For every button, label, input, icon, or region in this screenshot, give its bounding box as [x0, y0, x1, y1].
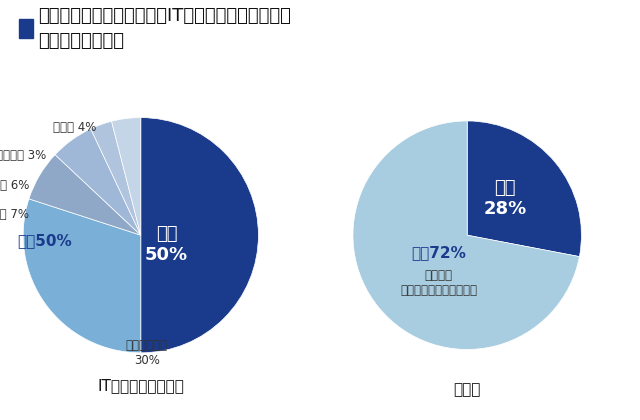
Text: その他 4%: その他 4%: [52, 121, 96, 134]
Text: ビジネス系講座 6%: ビジネス系講座 6%: [0, 179, 29, 192]
Text: 一般教養
（文学、政治経済など）: 一般教養 （文学、政治経済など）: [400, 269, 477, 297]
Text: 座学72%: 座学72%: [412, 245, 466, 260]
Wedge shape: [141, 118, 259, 353]
Wedge shape: [353, 121, 579, 349]
Wedge shape: [467, 121, 581, 257]
Text: IT系講座 7%: IT系講座 7%: [0, 207, 29, 220]
Wedge shape: [29, 155, 141, 235]
Wedge shape: [23, 199, 141, 353]
Text: 資格対策講座
30%: 資格対策講座 30%: [125, 339, 168, 367]
Text: ITスペシャリスト科: ITスペシャリスト科: [97, 378, 184, 393]
Text: 他学科と日本工学院（例：ITスペシャリスト科）の
　実習量差の一例: 他学科と日本工学院（例：ITスペシャリスト科）の 実習量差の一例: [38, 7, 291, 50]
Text: 他大学: 他大学: [454, 382, 481, 397]
Text: 座学50%: 座学50%: [17, 234, 72, 249]
Bar: [19, 19, 33, 38]
Wedge shape: [55, 129, 141, 235]
Text: 実習
28%: 実習 28%: [483, 179, 527, 218]
Wedge shape: [91, 121, 141, 235]
Text: 実習
50%: 実習 50%: [145, 225, 188, 264]
Wedge shape: [111, 118, 141, 235]
Text: 就職対策講座 3%: 就職対策講座 3%: [0, 149, 47, 162]
